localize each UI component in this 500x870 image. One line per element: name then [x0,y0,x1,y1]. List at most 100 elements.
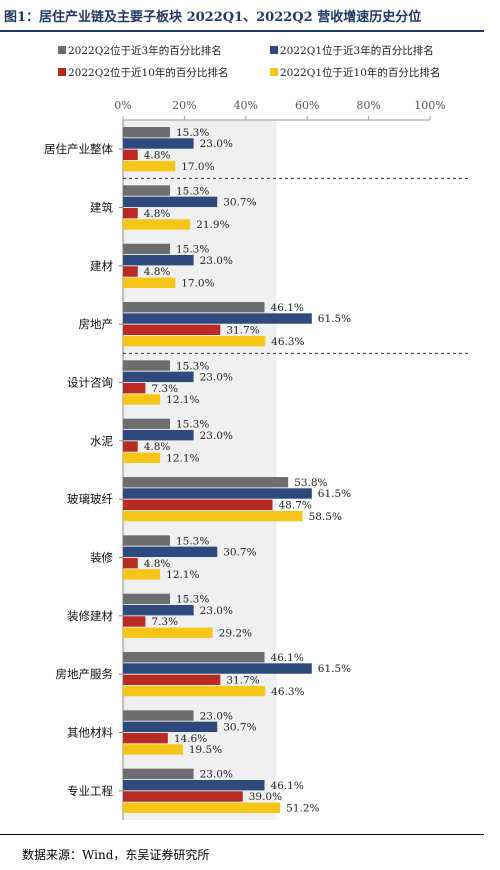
data-label: 15.3% [176,594,209,606]
data-label: 12.1% [166,569,199,581]
bar [123,149,138,161]
bar [123,185,170,196]
legend-label: 2022Q2位于近3年的百分比排名 [68,44,222,57]
category-label: 玻璃玻纤 [67,492,113,506]
data-label: 15.3% [176,360,209,372]
data-label: 17.0% [181,161,214,173]
data-label: 15.3% [176,185,209,197]
bar [123,510,303,522]
bar [123,277,176,288]
bar [123,360,170,371]
bar [123,557,138,569]
data-label: 12.1% [166,452,199,464]
category-label: 房地产 [79,317,114,331]
category-label: 装修 [90,551,113,565]
bar [123,302,265,313]
bar [123,721,218,733]
bar [123,219,191,230]
bar [123,138,194,149]
data-label: 12.1% [166,394,199,406]
category-label: 装修建材 [67,609,113,623]
data-label: 30.7% [223,547,256,559]
legend-label: 2022Q2位于近10年的百分比排名 [68,66,228,79]
category-label: 专业工程 [67,784,113,798]
data-label: 4.8% [144,150,171,162]
data-label: 4.8% [144,558,171,570]
category-label: 建材 [90,259,113,273]
data-label: 23.0% [200,430,233,442]
bar [123,266,138,277]
data-label: 53.8% [294,477,327,489]
data-label: 29.2% [219,627,252,639]
bar [123,768,194,780]
bar [123,569,161,580]
data-label: 58.5% [309,511,342,523]
bar [123,382,146,394]
data-label: 14.6% [174,733,207,745]
x-tick-label: 100% [414,99,445,112]
data-label: 46.3% [271,336,304,348]
bar [123,477,289,488]
data-label: 23.0% [200,769,233,781]
category-label: 房地产服务 [56,667,114,681]
data-label: 46.1% [271,302,304,314]
bar [123,488,312,499]
legend-swatch [58,46,66,54]
bar [123,627,213,638]
legend-swatch [270,68,278,76]
bar [123,535,170,546]
category-label: 建筑 [90,201,113,215]
legend-label: 2022Q1位于近3年的百分比排名 [280,44,434,57]
bar [123,127,170,138]
data-label: 4.8% [144,208,171,220]
data-label: 30.7% [223,197,256,209]
x-tick-label: 40% [234,99,258,112]
data-label: 19.5% [189,744,222,756]
bar [123,394,161,405]
bar [123,663,312,674]
bar [123,604,194,616]
category-label: 其他材料 [67,726,113,740]
data-label: 30.7% [223,722,256,734]
data-label: 7.3% [151,383,178,395]
legend-swatch [270,46,278,54]
bar [123,243,170,255]
data-label: 15.3% [176,127,209,139]
x-tick-label: 0% [114,99,131,112]
bar [123,593,170,605]
title-underline [0,30,484,32]
data-label: 61.5% [318,663,351,675]
data-label: 7.3% [151,616,178,628]
bar [123,546,218,558]
chart-title: 图1：居住产业链及主要子板块 2022Q1、2022Q2 营收增速历史分位 [4,10,422,25]
x-tick-label: 80% [356,99,380,112]
bar [123,779,265,791]
legend-label: 2022Q1位于近10年的百分比排名 [280,66,440,79]
data-label: 15.3% [176,535,209,547]
shaded-band [123,120,277,820]
bar [123,616,146,627]
data-label: 51.2% [286,802,319,814]
data-label: 17.0% [181,277,214,289]
data-label: 46.3% [271,686,304,698]
data-label: 23.0% [200,605,233,617]
data-label: 61.5% [318,488,351,500]
data-label: 61.5% [318,313,351,325]
category-label: 设计咨询 [67,376,113,390]
x-tick-label: 60% [295,99,319,112]
data-label: 21.9% [196,219,229,231]
data-label: 23.0% [200,138,233,150]
data-label: 4.8% [144,266,171,278]
bar [123,371,194,383]
data-label: 15.3% [176,244,209,256]
bar [123,744,183,755]
bar [123,207,138,219]
category-label: 居住产业整体 [44,142,113,156]
x-tick-label: 20% [172,99,196,112]
data-label: 23.0% [200,255,233,267]
source-divider [0,834,484,835]
bar [123,685,266,697]
bar [123,160,176,172]
data-label: 4.8% [144,441,171,453]
data-label: 39.0% [249,791,282,803]
